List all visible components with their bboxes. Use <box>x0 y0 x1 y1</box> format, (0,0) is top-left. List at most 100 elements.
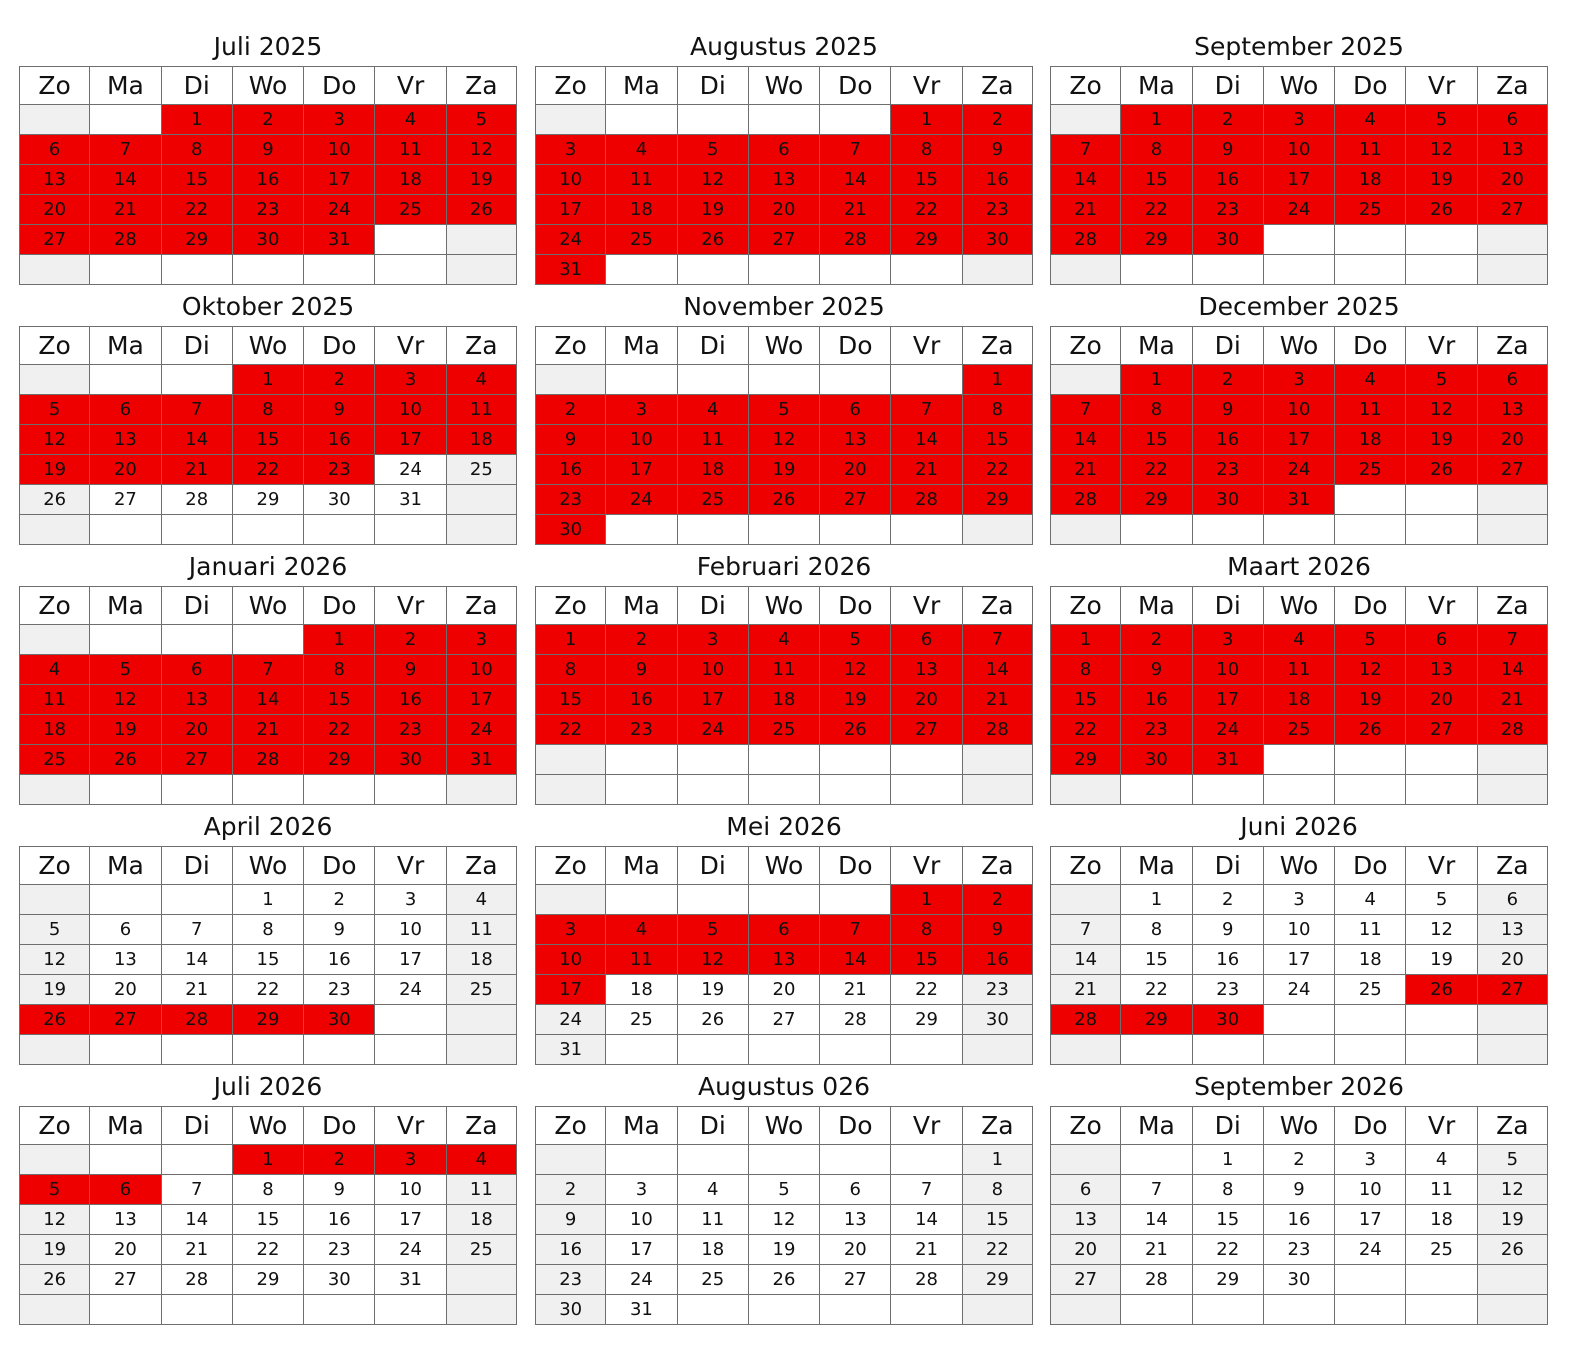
empty-day-cell <box>1262 1034 1336 1065</box>
weekday-label: Do <box>303 586 376 625</box>
day-cell: 1 <box>303 624 376 655</box>
weekday-header-row: Zo Ma Di Wo Do Vr Za <box>18 66 518 105</box>
day-cell: 25 <box>445 1234 518 1265</box>
weekday-label: Do <box>303 1106 376 1145</box>
day-cell: 5 <box>89 654 162 685</box>
weekday-label: Vr <box>1405 326 1478 365</box>
day-cell: 27 <box>1476 454 1549 485</box>
day-cell: 1 <box>1049 624 1122 655</box>
day-cell: 3 <box>445 624 518 655</box>
day-cell: 4 <box>1334 364 1407 395</box>
day-cell: 19 <box>18 1234 91 1265</box>
day-cell: 5 <box>1476 1144 1549 1175</box>
empty-day-cell <box>231 624 305 655</box>
day-cell: 18 <box>445 944 518 975</box>
week-row: 10 11 12 13 14 15 16 <box>534 944 1034 975</box>
day-cell: 26 <box>1334 714 1407 745</box>
weekday-label: Do <box>303 326 376 365</box>
empty-day-cell <box>890 254 963 285</box>
day-cell: 27 <box>1049 1264 1122 1295</box>
empty-day-cell <box>89 884 162 915</box>
day-cell: 31 <box>605 1294 678 1325</box>
empty-day-cell <box>1262 744 1336 775</box>
empty-day-cell <box>445 224 518 255</box>
week-row: 26 27 28 29 30 31 <box>18 1264 518 1295</box>
empty-day-cell <box>676 514 749 545</box>
weekday-header-row: Zo Ma Di Wo Do Vr Za <box>1049 66 1549 105</box>
day-cell: 15 <box>231 424 305 455</box>
week-row <box>18 1294 518 1325</box>
day-cell: 17 <box>1262 424 1336 455</box>
day-cell: 16 <box>1120 684 1193 715</box>
empty-day-cell <box>890 364 963 395</box>
day-cell: 17 <box>605 1234 678 1265</box>
empty-day-cell <box>445 1004 518 1035</box>
day-cell: 8 <box>1120 914 1193 945</box>
empty-day-cell <box>1049 364 1122 395</box>
empty-day-cell <box>89 1144 162 1175</box>
day-cell: 22 <box>231 1234 305 1265</box>
day-cell: 7 <box>1049 134 1122 165</box>
weekday-label: Zo <box>18 1106 91 1145</box>
day-cell: 27 <box>160 744 233 775</box>
empty-day-cell <box>231 1034 305 1065</box>
day-cell: 4 <box>374 104 447 135</box>
weekday-label: Zo <box>1049 326 1122 365</box>
day-cell: 12 <box>1405 134 1478 165</box>
day-cell: 19 <box>89 714 162 745</box>
day-cell: 4 <box>445 364 518 395</box>
day-cell: 9 <box>1120 654 1193 685</box>
day-cell: 16 <box>303 424 376 455</box>
week-row <box>1049 254 1549 285</box>
empty-day-cell <box>160 364 233 395</box>
day-cell: 1 <box>534 624 607 655</box>
weekday-label: Za <box>961 326 1034 365</box>
weekday-label: Wo <box>747 586 821 625</box>
day-cell: 3 <box>534 134 607 165</box>
empty-day-cell <box>1405 1264 1478 1295</box>
day-cell: 17 <box>1334 1204 1407 1235</box>
day-cell: 28 <box>819 1004 892 1035</box>
day-cell: 4 <box>676 394 749 425</box>
day-cell: 2 <box>303 1144 376 1175</box>
day-cell: 26 <box>676 1004 749 1035</box>
week-row: 26 27 28 29 30 31 <box>18 484 518 515</box>
day-cell: 10 <box>676 654 749 685</box>
day-cell: 30 <box>1262 1264 1336 1295</box>
week-row <box>1049 774 1549 805</box>
day-cell: 26 <box>89 744 162 775</box>
day-cell: 16 <box>1191 944 1264 975</box>
weekday-label: Wo <box>747 846 821 885</box>
day-cell: 24 <box>676 714 749 745</box>
empty-day-cell <box>89 254 162 285</box>
day-cell: 16 <box>374 684 447 715</box>
month-grid: Zo Ma Di Wo Do Vr Za 1 2 3 4 5 6 7 8 9 10 11 12 13 14 15 16 17 1… <box>534 66 1034 285</box>
day-cell: 23 <box>303 1234 376 1265</box>
weekday-header-row: Zo Ma Di Wo Do Vr Za <box>1049 1106 1549 1145</box>
day-cell: 12 <box>676 944 749 975</box>
day-cell: 30 <box>534 514 607 545</box>
weekday-label: Za <box>1476 1106 1549 1145</box>
day-cell: 29 <box>1120 1004 1193 1035</box>
weekday-label: Zo <box>1049 1106 1122 1145</box>
day-cell: 19 <box>1405 164 1478 195</box>
day-cell: 9 <box>605 654 678 685</box>
day-cell: 13 <box>1476 134 1549 165</box>
month-calendar: November 2025 Zo Ma Di Wo Do Vr Za 1 2 3 4 5 6 7 8 9 10 11… <box>534 286 1034 545</box>
day-cell: 11 <box>1334 394 1407 425</box>
empty-day-cell <box>747 1034 821 1065</box>
empty-day-cell <box>676 884 749 915</box>
day-cell: 20 <box>89 1234 162 1265</box>
day-cell: 13 <box>1476 394 1549 425</box>
day-cell: 18 <box>1262 684 1336 715</box>
week-row <box>18 514 518 545</box>
day-cell: 22 <box>303 714 376 745</box>
empty-day-cell <box>160 254 233 285</box>
weekday-label: Ma <box>1120 586 1193 625</box>
empty-day-cell <box>89 514 162 545</box>
weekday-label: Wo <box>231 66 305 105</box>
weekday-label: Ma <box>89 326 162 365</box>
weekday-label: Zo <box>534 1106 607 1145</box>
